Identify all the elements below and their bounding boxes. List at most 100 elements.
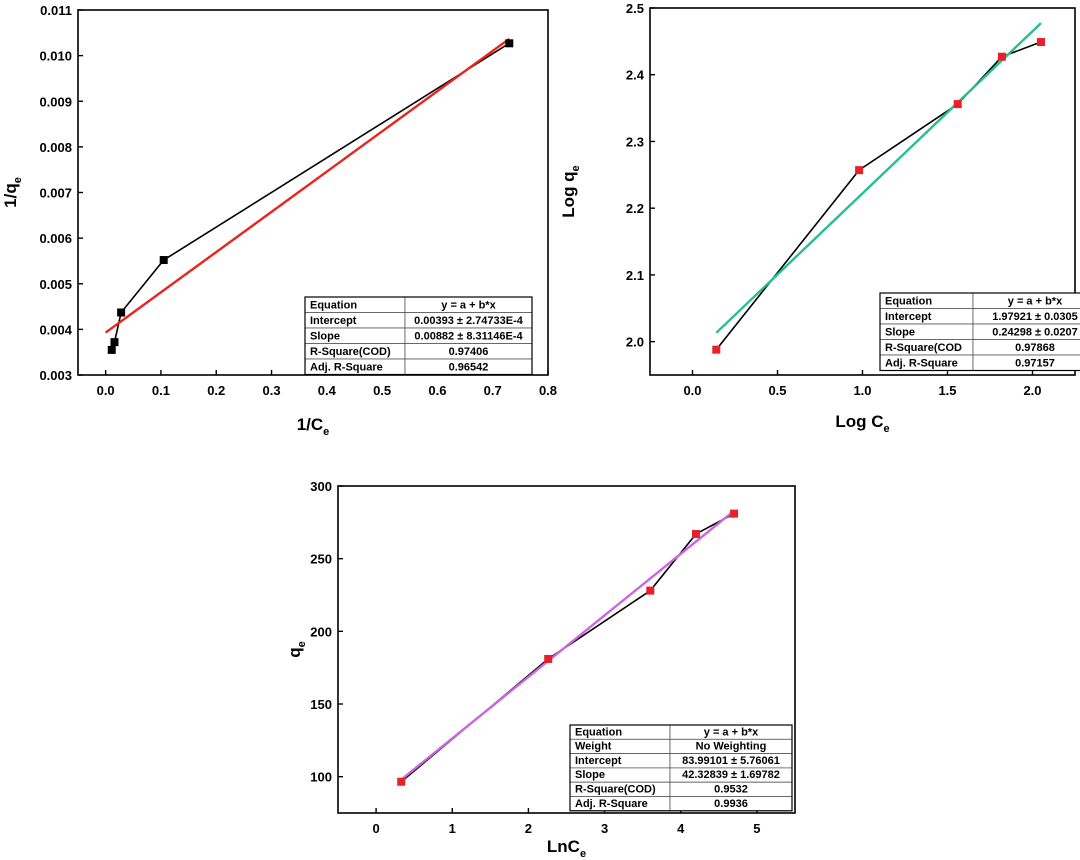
y-tick-label: 2.3 xyxy=(626,134,644,149)
y-axis-label: Log qe xyxy=(559,165,582,217)
table-row-value: 0.00882 ± 8.31146E-4 xyxy=(414,331,523,343)
table-row-value: y = a + b*x xyxy=(1008,296,1063,308)
x-tick-label: 0.0 xyxy=(97,383,115,398)
y-tick-label: 0.003 xyxy=(39,368,72,383)
x-tick-label: 2.0 xyxy=(1023,383,1041,398)
table-row-label: R-Square(COD xyxy=(885,342,962,354)
data-point xyxy=(505,39,514,48)
x-tick-label: 1.0 xyxy=(853,383,871,398)
y-tick-label: 0.011 xyxy=(40,3,72,18)
table-row-value: 0.96542 xyxy=(449,362,489,374)
x-tick-label: 5 xyxy=(753,821,760,836)
data-point xyxy=(855,166,864,175)
table-row-value: y = a + b*x xyxy=(704,726,759,738)
table-row-value: 42.32839 ± 1.69782 xyxy=(682,769,780,781)
table-row-label: Equation xyxy=(885,296,932,308)
fit-line xyxy=(715,22,1042,334)
y-tick-label: 2.2 xyxy=(626,201,644,216)
y-tick-label: 0.004 xyxy=(39,322,72,337)
table-row-value: 0.9532 xyxy=(714,784,748,796)
data-point xyxy=(712,345,721,354)
table-row-value: 83.99101 ± 5.76061 xyxy=(682,755,780,767)
data-point xyxy=(117,308,126,317)
stats-table: Equation y = a + b*x Weight No Weighting Int… xyxy=(569,724,793,812)
table-border xyxy=(879,292,1080,372)
data-point xyxy=(110,338,119,347)
table-row-label: Slope xyxy=(310,331,340,343)
table-row-label: Adj. R-Square xyxy=(575,798,648,810)
y-tick-label: 0.008 xyxy=(39,140,72,155)
y-tick-label: 200 xyxy=(310,624,332,639)
stats-table: Equation y = a + b*x Intercept 0.00393 ± 2.… xyxy=(304,296,533,376)
y-tick-label: 100 xyxy=(310,770,332,785)
y-tick-label: 0.007 xyxy=(39,186,72,201)
table-row-label: Adj. R-Square xyxy=(885,358,958,370)
y-tick-label: 250 xyxy=(310,552,332,567)
x-tick-label: 4 xyxy=(677,821,685,836)
table-row-value: 0.97868 xyxy=(1015,342,1055,354)
table-row-label: Weight xyxy=(575,741,612,753)
x-axis-label: 1/Ce xyxy=(297,415,330,438)
data-point xyxy=(1037,38,1045,47)
data-point xyxy=(397,777,406,786)
y-tick-label: 0.005 xyxy=(39,277,72,292)
x-tick-label: 1.5 xyxy=(938,383,956,398)
table-row-value: 0.9936 xyxy=(714,798,748,810)
table-row-label: Adj. R-Square xyxy=(310,362,383,374)
data-point xyxy=(646,586,655,595)
table-row-label: Intercept xyxy=(575,755,622,767)
table-row-value: 0.97406 xyxy=(449,346,489,358)
table-row-label: Slope xyxy=(575,769,605,781)
table-border xyxy=(304,296,533,376)
chart-panel-3: 0 1 2 3 4 5 100 150 200 250 300 LnCe qe Equation y = a… xyxy=(285,479,796,860)
table-row-value: 0.24298 ± 0.0207 xyxy=(992,327,1078,339)
table-row-value: 0.97157 xyxy=(1015,358,1055,370)
data-point xyxy=(544,654,553,663)
data-point xyxy=(107,345,116,354)
x-axis-label: LnCe xyxy=(547,837,586,860)
x-tick-label: 0.5 xyxy=(768,383,786,398)
data-point xyxy=(730,509,739,518)
x-tick-label: 0.8 xyxy=(539,383,557,398)
x-axis-label: Log Ce xyxy=(835,412,889,435)
x-tick-label: 0.4 xyxy=(318,383,337,398)
table-row-value: 1.97921 ± 0.0305 xyxy=(992,311,1078,323)
y-tick-label: 2.1 xyxy=(626,268,644,283)
y-tick-label: 2.4 xyxy=(626,68,645,83)
y-tick-label: 2.0 xyxy=(626,335,644,350)
x-tick-label: 0.2 xyxy=(207,383,225,398)
y-tick-label: 150 xyxy=(310,697,332,712)
table-row-label: R-Square(COD) xyxy=(310,346,391,358)
y-axis-label: 1/qe xyxy=(1,177,24,208)
table-row-label: Intercept xyxy=(885,311,932,323)
plot-frame xyxy=(337,485,796,814)
data-point xyxy=(997,52,1006,61)
x-tick-label: 1 xyxy=(449,821,456,836)
data-point xyxy=(953,100,962,109)
table-row-label: Slope xyxy=(885,327,915,339)
x-tick-label: 0 xyxy=(372,821,379,836)
chart-panel-1: 0.0 0.1 0.2 0.3 0.4 0.5 0.6 0.7 0.8 0.003 0.004 0.0… xyxy=(1,3,557,438)
table-row-label: Equation xyxy=(575,726,622,738)
y-tick-label: 0.010 xyxy=(39,49,72,64)
y-tick-label: 2.5 xyxy=(626,1,644,16)
data-point xyxy=(159,256,168,265)
x-tick-label: 0.7 xyxy=(484,383,502,398)
table-row-label: R-Square(COD) xyxy=(575,784,656,796)
y-axis-label: qe xyxy=(285,641,308,658)
y-tick-label: 0.009 xyxy=(39,94,72,109)
table-border xyxy=(569,724,793,812)
x-tick-label: 0.1 xyxy=(152,383,170,398)
x-tick-label: 0.0 xyxy=(683,383,701,398)
x-tick-label: 2 xyxy=(525,821,532,836)
table-row-value: 0.00393 ± 2.74733E-4 xyxy=(414,315,524,327)
table-row-value: y = a + b*x xyxy=(441,300,496,312)
table-row-label: Intercept xyxy=(310,315,357,327)
fit-line xyxy=(400,509,735,781)
data-point xyxy=(691,529,700,538)
stats-table: Equation y = a + b*x Intercept 1.97921 ± 0.… xyxy=(879,292,1080,372)
table-row-label: Equation xyxy=(310,300,357,312)
fit-line xyxy=(104,37,511,334)
x-tick-label: 0.5 xyxy=(373,383,391,398)
